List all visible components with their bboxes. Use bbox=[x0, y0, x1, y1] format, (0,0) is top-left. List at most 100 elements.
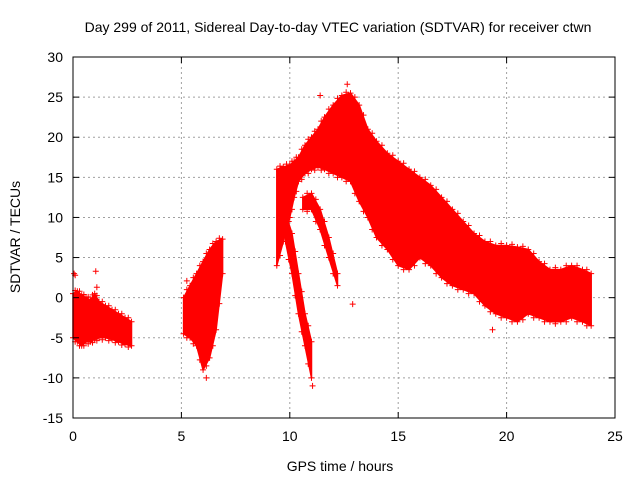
band-marker-lower bbox=[286, 214, 293, 221]
band-marker-upper bbox=[193, 270, 200, 277]
band-marker-upper bbox=[301, 142, 308, 149]
band-marker-upper bbox=[530, 250, 537, 257]
band-marker-upper bbox=[465, 222, 472, 229]
band-marker-upper bbox=[76, 288, 83, 295]
band-marker-upper bbox=[277, 163, 284, 170]
outlier-point bbox=[564, 313, 571, 320]
band-marker-lower bbox=[536, 314, 543, 321]
band-marker-lower bbox=[433, 270, 440, 277]
band-marker-upper bbox=[546, 266, 553, 273]
band-marker-lower bbox=[317, 226, 324, 233]
y-tick-label: 10 bbox=[47, 209, 63, 225]
band-marker-upper bbox=[216, 235, 223, 242]
band-marker-lower bbox=[209, 342, 216, 349]
band-marker-upper bbox=[427, 182, 434, 189]
band-marker-lower bbox=[277, 252, 284, 259]
outlier-point bbox=[183, 277, 190, 284]
band-marker-upper bbox=[334, 95, 341, 102]
band-marker-upper bbox=[557, 266, 564, 273]
y-tick-label: -10 bbox=[43, 370, 63, 386]
outlier-point bbox=[92, 268, 99, 275]
band-marker-lower bbox=[203, 362, 210, 369]
band-marker-lower bbox=[311, 167, 318, 174]
band-marker-upper bbox=[187, 282, 194, 289]
band-marker-lower bbox=[273, 262, 280, 269]
band-marker-lower bbox=[318, 167, 325, 174]
outlier-point bbox=[309, 382, 316, 389]
x-tick-label: 10 bbox=[282, 428, 298, 444]
band-marker-upper bbox=[99, 298, 106, 305]
band-marker-upper bbox=[298, 288, 305, 295]
band-marker-lower bbox=[530, 314, 537, 321]
band-marker-lower bbox=[465, 290, 472, 297]
band-marker-lower bbox=[449, 282, 456, 289]
band-marker-lower bbox=[552, 320, 559, 327]
band-marker-lower bbox=[112, 339, 119, 346]
band-marker-lower bbox=[338, 174, 345, 181]
band-marker-upper bbox=[449, 206, 456, 213]
band-marker-upper bbox=[305, 136, 312, 143]
y-tick-label: 25 bbox=[47, 89, 63, 105]
x-tick-labels: 0 5 10 15 20 25 bbox=[69, 428, 623, 444]
band-marker-upper bbox=[498, 240, 505, 247]
band-marker-lower bbox=[373, 234, 380, 241]
band-marker-lower bbox=[563, 318, 570, 325]
band-marker-lower bbox=[74, 338, 81, 345]
band-marker-upper bbox=[422, 176, 429, 183]
band-marker-upper bbox=[295, 270, 302, 277]
band-marker-upper bbox=[85, 293, 92, 300]
band-marker-lower bbox=[509, 318, 516, 325]
y-tick-label: 5 bbox=[55, 250, 63, 266]
band-marker-upper bbox=[311, 128, 318, 135]
band-marker-lower bbox=[122, 341, 129, 348]
x-tick-label: 15 bbox=[390, 428, 406, 444]
band-marker-upper bbox=[347, 90, 354, 97]
band-marker-upper bbox=[492, 242, 499, 249]
band-marker-upper bbox=[308, 190, 315, 197]
band-marker-upper bbox=[183, 286, 190, 293]
band-marker-lower bbox=[305, 170, 312, 177]
band-marker-lower bbox=[312, 218, 319, 225]
band-marker-upper bbox=[112, 306, 119, 313]
outlier-point bbox=[344, 81, 351, 88]
band-marker-lower bbox=[416, 254, 423, 261]
band-marker-lower bbox=[487, 308, 494, 315]
band-marker-upper bbox=[280, 163, 287, 170]
y-tick-label: 20 bbox=[47, 129, 63, 145]
band-marker-upper bbox=[118, 310, 125, 317]
band-marker-lower bbox=[89, 339, 96, 346]
band-marker-lower bbox=[384, 246, 391, 253]
band-marker-upper bbox=[471, 230, 478, 237]
band-marker-upper bbox=[80, 291, 87, 298]
band-marker-lower bbox=[574, 318, 581, 325]
band-marker-upper bbox=[411, 168, 418, 175]
band-marker-lower bbox=[109, 336, 116, 343]
band-marker-upper bbox=[213, 238, 220, 245]
band-marker-lower bbox=[443, 280, 450, 287]
band-marker-upper bbox=[209, 240, 216, 247]
y-tick-label: -5 bbox=[51, 330, 64, 346]
band-marker-upper bbox=[433, 186, 440, 193]
band-marker-lower bbox=[471, 290, 478, 297]
band-marker-lower bbox=[347, 178, 354, 185]
band-marker-lower bbox=[378, 242, 385, 249]
band-marker-upper bbox=[295, 154, 302, 161]
band-marker-upper bbox=[125, 314, 132, 321]
data-band bbox=[180, 235, 226, 373]
outlier-point bbox=[317, 92, 324, 99]
band-marker-upper bbox=[360, 112, 367, 119]
band-marker-upper bbox=[460, 218, 467, 225]
band-marker-upper bbox=[369, 130, 376, 137]
band-marker-lower bbox=[308, 206, 315, 213]
band-marker-upper bbox=[568, 262, 575, 269]
band-marker-lower bbox=[546, 318, 553, 325]
y-tick-label: 30 bbox=[47, 49, 63, 65]
band-marker-lower bbox=[288, 206, 295, 213]
band-marker-lower bbox=[498, 314, 505, 321]
band-marker-upper bbox=[308, 134, 315, 141]
band-marker-upper bbox=[438, 194, 445, 201]
outlier-point bbox=[203, 374, 210, 381]
band-marker-upper bbox=[285, 218, 292, 225]
